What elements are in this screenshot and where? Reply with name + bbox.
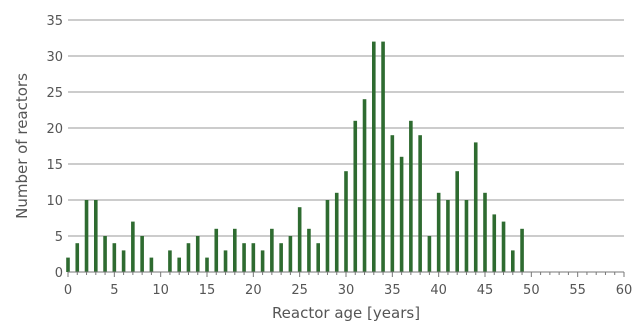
y-tick-label: 20: [46, 122, 63, 137]
gridlines: [68, 19, 624, 237]
bar-age-42: [455, 171, 459, 272]
x-tick-labels: 0 5 10 15 20 25 30 35 40 45 50 55 60: [64, 283, 632, 298]
bar-age-21: [260, 250, 265, 272]
bar-age-19: [242, 243, 246, 272]
bar-age-0: [66, 257, 70, 272]
y-axis-title: Number of reactors: [13, 73, 31, 219]
bar-age-20: [251, 243, 256, 272]
bar-age-37: [409, 120, 413, 272]
y-tick-label: 25: [46, 86, 63, 101]
bar-age-12: [177, 257, 181, 272]
y-tick-label: 5: [55, 230, 63, 245]
bar-age-38: [418, 135, 422, 272]
bar-age-44: [473, 142, 478, 272]
bar-age-35: [390, 135, 395, 272]
bar-age-7: [131, 221, 135, 272]
bar-age-17: [223, 250, 228, 272]
bar-age-13: [186, 243, 191, 272]
bar-age-5: [112, 243, 117, 272]
x-tick-label: 60: [616, 283, 633, 298]
bar-age-39: [427, 236, 432, 272]
bar-age-18: [233, 228, 237, 272]
y-tick-label: 10: [46, 194, 63, 209]
x-tick-label: 45: [477, 283, 494, 298]
x-tick-label: 15: [199, 283, 216, 298]
bar-age-33: [372, 41, 376, 272]
bar-age-6: [121, 250, 126, 272]
bar-age-43: [464, 200, 469, 272]
x-tick-label: 5: [110, 283, 118, 298]
bar-age-31: [353, 120, 358, 272]
bar-age-11: [168, 250, 172, 272]
bar-age-34: [381, 41, 385, 272]
x-tick-label: 40: [430, 283, 447, 298]
x-tick-label: 35: [384, 283, 401, 298]
x-axis-title: Reactor age [years]: [272, 304, 420, 322]
y-tick-label: 0: [55, 266, 63, 281]
x-tick-label: 25: [291, 283, 308, 298]
bars: [66, 41, 524, 272]
bar-age-25: [297, 207, 302, 272]
bar-age-14: [195, 236, 200, 272]
bar-age-40: [436, 192, 441, 272]
bar-age-3: [94, 200, 98, 272]
bar-age-23: [279, 243, 283, 272]
bar-age-8: [140, 236, 144, 272]
bar-age-47: [501, 221, 506, 272]
bar-age-29: [334, 192, 339, 272]
bar-age-30: [344, 171, 348, 272]
bar-age-16: [214, 228, 219, 272]
bar-age-48: [511, 250, 515, 272]
y-tick-label: 15: [46, 158, 63, 173]
x-tick-label: 10: [152, 283, 169, 298]
bar-age-24: [288, 236, 293, 272]
bar-age-46: [492, 214, 497, 272]
bar-age-1: [75, 243, 80, 272]
bar-age-28: [325, 200, 330, 272]
bar-age-41: [446, 200, 450, 272]
bar-age-4: [103, 236, 107, 272]
x-tick-label: 55: [569, 283, 586, 298]
x-tick-marks: [67, 272, 625, 277]
y-tick-labels: 0 5 10 15 20 25 30 35: [46, 14, 63, 281]
x-tick-label: 50: [523, 283, 540, 298]
bar-age-45: [483, 192, 487, 272]
bar-age-2: [84, 200, 89, 272]
x-tick-label: 20: [245, 283, 262, 298]
bar-age-32: [362, 99, 367, 272]
bar-age-9: [149, 257, 154, 272]
bar-age-15: [205, 257, 209, 272]
bar-age-26: [307, 228, 311, 272]
bar-age-22: [270, 228, 274, 272]
bar-age-49: [520, 228, 524, 272]
x-tick-label: 0: [64, 283, 72, 298]
bar-age-27: [316, 243, 320, 272]
bar-age-36: [399, 156, 404, 272]
x-tick-label: 30: [338, 283, 355, 298]
y-tick-label: 35: [46, 14, 63, 29]
y-tick-label: 30: [46, 50, 63, 65]
